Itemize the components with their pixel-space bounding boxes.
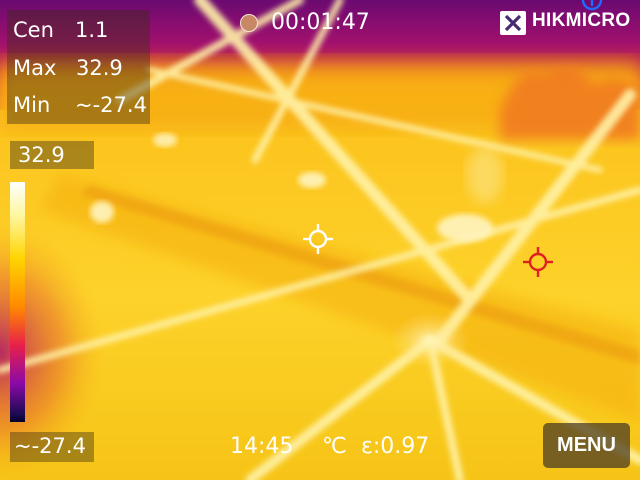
center-crosshair-icon — [303, 224, 333, 254]
temperature-stats-panel: Cen 1.1 Max 32.9 Min ~-27.4 — [7, 10, 150, 124]
emissivity-value: ε:0.97 — [361, 434, 430, 459]
min-temp-value: ~-27.4 — [75, 93, 147, 117]
scale-max-value: 32.9 — [18, 143, 65, 167]
max-temp-value: 32.9 — [76, 56, 123, 80]
scale-min-box: ~-27.4 — [10, 432, 94, 462]
min-temp-marker-icon — [581, 0, 603, 11]
max-temp-crosshair-icon — [523, 247, 553, 277]
max-temp-label: Max — [13, 56, 57, 80]
min-temp-label: Min — [13, 93, 51, 117]
color-palette-bar — [10, 182, 25, 422]
center-temp-label: Cen — [13, 18, 54, 42]
hikmicro-logo-icon — [500, 11, 526, 35]
menu-button[interactable]: MENU — [543, 423, 630, 468]
scale-min-value: ~-27.4 — [14, 434, 86, 458]
brand-name: HIKMICRO — [532, 10, 631, 31]
recording-elapsed-time: 00:01:47 — [271, 10, 370, 35]
max-temp-row: Max 32.9 — [13, 56, 123, 80]
temperature-unit: ℃ — [322, 434, 347, 459]
clock-time: 14:45 — [230, 434, 294, 459]
record-dot-icon — [240, 14, 258, 32]
scale-max-box: 32.9 — [10, 141, 94, 169]
min-temp-row: Min ~-27.4 — [13, 93, 147, 117]
center-temp-row: Cen 1.1 — [13, 18, 108, 42]
center-temp-value: 1.1 — [75, 18, 109, 42]
